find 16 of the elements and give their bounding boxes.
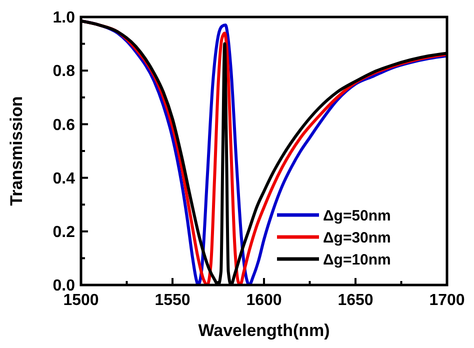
legend-label: Δg=30nm <box>323 229 391 246</box>
y-tick-label: 0.0 <box>52 278 76 295</box>
x-tick-label: 1700 <box>429 292 465 309</box>
legend-label: Δg=50nm <box>323 207 391 224</box>
y-axis-title: Transmission <box>7 96 26 206</box>
y-tick-label: 0.6 <box>52 116 76 134</box>
x-axis-title: Wavelength(nm) <box>198 321 330 340</box>
x-tick-label: 1500 <box>63 292 99 309</box>
x-tick-label: 1600 <box>246 292 282 309</box>
x-tick-label: 1650 <box>338 292 374 309</box>
y-tick-label: 0.8 <box>52 63 76 80</box>
y-tick-label: 0.2 <box>52 224 76 241</box>
y-tick-label: 0.4 <box>52 170 76 188</box>
x-tick-label: 1550 <box>154 292 190 309</box>
legend-label: Δg=10nm <box>323 251 391 268</box>
y-tick-label: 1.0 <box>52 10 76 27</box>
